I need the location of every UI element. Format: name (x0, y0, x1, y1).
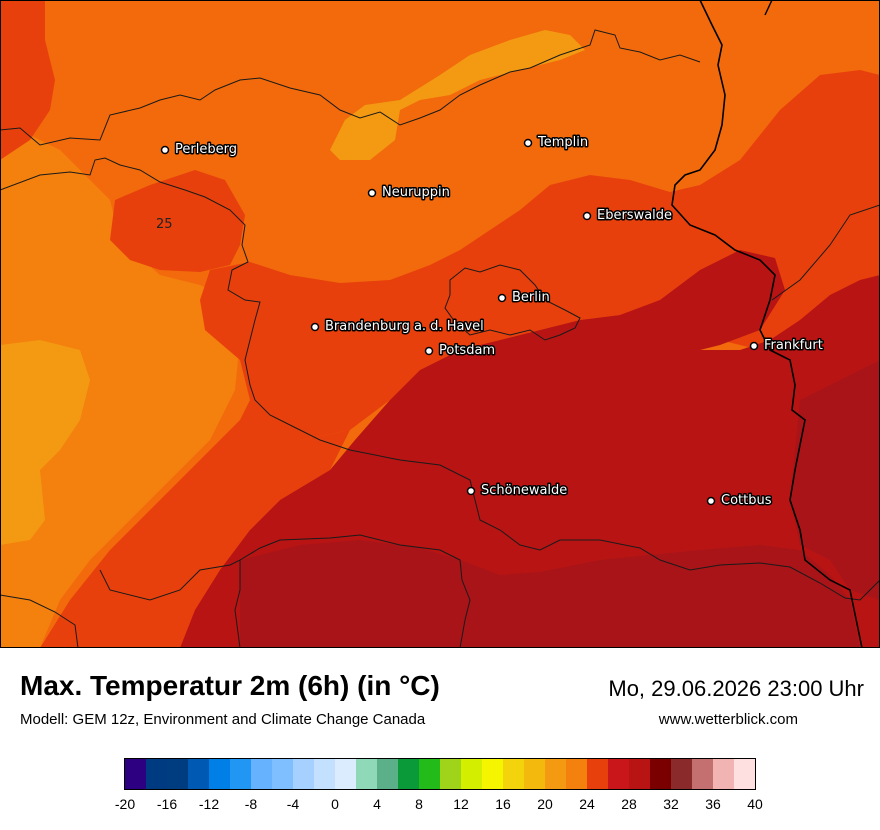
city-label-potsdam: Potsdam (439, 343, 495, 358)
legend-swatch (713, 759, 735, 789)
city-marker-templin (523, 138, 533, 148)
map-title: Max. Temperatur 2m (6h) (in °C) (20, 670, 440, 701)
state-border-southwest (0, 594, 79, 648)
legend-swatch (671, 759, 693, 789)
legend-swatch (146, 759, 168, 789)
legend-swatch (587, 759, 609, 789)
state-border-center-south (239, 534, 471, 648)
band-28-30-east (790, 360, 880, 600)
legend-swatch (335, 759, 357, 789)
band-18-20-west (0, 340, 90, 545)
legend-swatch (650, 759, 672, 789)
city-marker-potsdam (424, 346, 434, 356)
legend-swatch (482, 759, 504, 789)
city-label-brandenburg: Brandenburg a. d. Havel (325, 319, 484, 334)
legend-swatch (734, 759, 755, 789)
legend-tick-label: 40 (747, 796, 763, 812)
legend-swatch (566, 759, 588, 789)
legend-swatch (230, 759, 252, 789)
band-20-22-west (0, 120, 240, 648)
legend-swatch (377, 759, 399, 789)
city-marker-frankfurt (749, 341, 759, 351)
legend-tick-label: 16 (495, 796, 511, 812)
legend-swatch (608, 759, 630, 789)
legend-tick-label: -12 (198, 796, 220, 812)
city-label-frankfurt: Frankfurt (764, 338, 823, 353)
legend-swatch (503, 759, 525, 789)
band-24-26-south (40, 400, 350, 648)
legend-tick-label: 0 (331, 796, 339, 812)
state-border-east (771, 204, 880, 301)
legend-tick-label: 32 (663, 796, 679, 812)
city-marker-berlin (497, 293, 507, 303)
national-border-poland-top (764, 0, 773, 16)
legend-swatch (209, 759, 231, 789)
city-label-perleberg: Perleberg (175, 142, 237, 157)
legend-tick-label: -16 (156, 796, 178, 812)
legend-tick-label: 4 (373, 796, 381, 812)
legend-tick-label: 12 (453, 796, 469, 812)
legend-swatch (461, 759, 483, 789)
city-label-eberswalde: Eberswalde (597, 208, 672, 223)
city-marker-brandenburg (310, 322, 320, 332)
legend-swatch (545, 759, 567, 789)
legend-tick-label: -20 (114, 796, 136, 812)
legend-swatch (251, 759, 273, 789)
legend-tick-label: -8 (244, 796, 258, 812)
city-label-berlin: Berlin (512, 290, 550, 305)
band-24-26-west-edge (0, 0, 55, 160)
city-label-templin: Templin (537, 135, 588, 150)
legend-tick-label: 36 (705, 796, 721, 812)
legend-tick-label: -4 (286, 796, 300, 812)
city-marker-perleberg (160, 145, 170, 155)
city-marker-eberswalde (582, 211, 592, 221)
city-label-neuruppin: Neuruppin (382, 185, 450, 200)
national-border-poland (671, 0, 863, 648)
city-label-schoenewalde: Schönewalde (481, 483, 567, 498)
legend-swatch (692, 759, 714, 789)
borders (0, 29, 880, 648)
forecast-datetime: Mo, 29.06.2026 23:00 Uhr (608, 676, 864, 701)
legend-swatch (125, 759, 147, 789)
city-marker-cottbus (706, 496, 716, 506)
legend-tick-label: 28 (621, 796, 637, 812)
legend-swatch (314, 759, 336, 789)
legend-swatch (272, 759, 294, 789)
state-border-west (0, 157, 880, 601)
color-legend (124, 758, 756, 790)
legend-swatch (356, 759, 378, 789)
city-markers (160, 138, 759, 506)
legend-swatch (629, 759, 651, 789)
state-border-south (99, 559, 241, 648)
legend-tick-label: 8 (415, 796, 423, 812)
legend-swatch (419, 759, 441, 789)
legend-swatch (524, 759, 546, 789)
website-link[interactable]: www.wetterblick.com (658, 711, 798, 728)
contour-label-25: 25 (156, 217, 173, 232)
band-18-20-north (330, 30, 585, 160)
legend-swatch (188, 759, 210, 789)
band-24-26 (200, 70, 880, 440)
legend-tick-label: 24 (579, 796, 595, 812)
legend-swatch (398, 759, 420, 789)
city-marker-neuruppin (367, 188, 377, 198)
state-border-north (0, 29, 701, 146)
city-marker-schoenewalde (466, 486, 476, 496)
model-info: Modell: GEM 12z, Environment and Climate… (20, 711, 426, 728)
temperature-map: Perleberg Templin Neuruppin Eberswalde B… (0, 0, 880, 648)
legend-swatch (167, 759, 189, 789)
city-label-cottbus: Cottbus (721, 493, 772, 508)
band-24-26-blob (110, 170, 245, 272)
legend-swatch (293, 759, 315, 789)
legend-swatch (440, 759, 462, 789)
berlin-border (444, 264, 581, 341)
city-labels: Perleberg Templin Neuruppin Eberswalde B… (174, 134, 825, 510)
legend-tick-label: 20 (537, 796, 553, 812)
